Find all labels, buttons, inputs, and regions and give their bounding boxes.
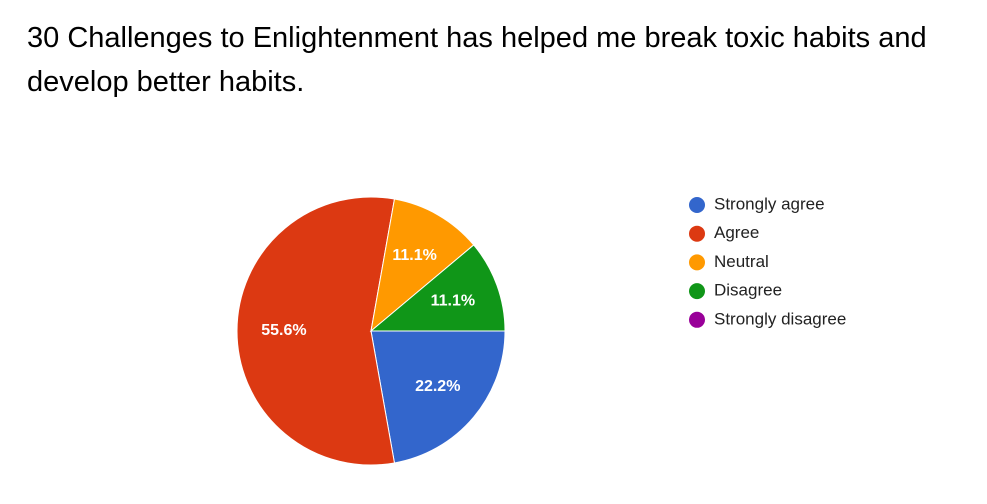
legend-swatch <box>689 197 705 213</box>
legend-label: Strongly agree <box>714 194 825 213</box>
pie-slice <box>370 198 475 333</box>
slice-label: 55.6% <box>261 322 306 339</box>
pie-slice <box>370 330 506 464</box>
legend-swatch <box>689 225 705 242</box>
slice-label: 22.2% <box>415 378 460 395</box>
pie-slice <box>369 244 506 332</box>
legend-label: Strongly disagree <box>714 309 846 328</box>
legend-swatch <box>689 254 705 271</box>
legend-label: Agree <box>714 223 759 242</box>
legend-swatch <box>689 283 705 300</box>
pie-slice <box>236 196 396 466</box>
slice-label: 11.1% <box>392 247 436 264</box>
slice-label: 11.1% <box>431 292 475 309</box>
legend-swatch <box>689 311 705 328</box>
legend-label: Neutral <box>714 252 769 271</box>
legend-label: Disagree <box>714 281 782 300</box>
chart-title: 30 Challenges to Enlightenment has helpe… <box>27 22 927 98</box>
